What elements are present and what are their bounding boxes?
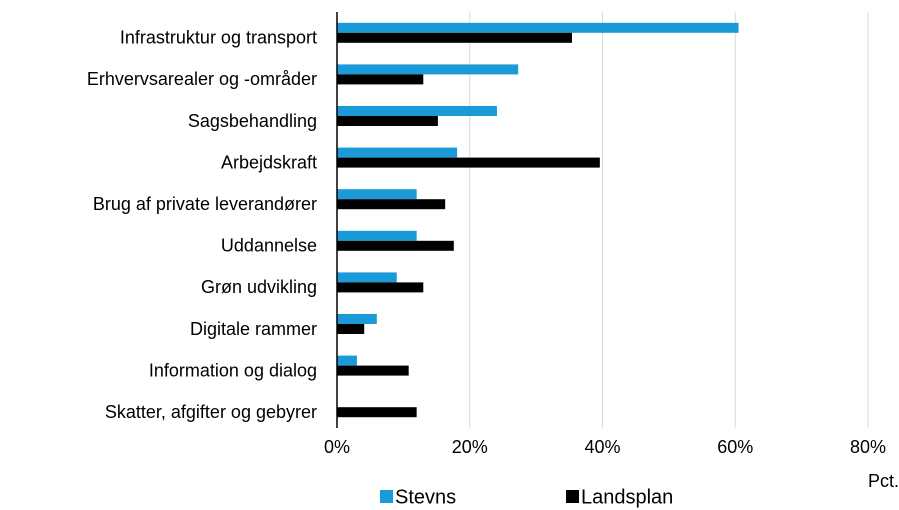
y-tick-label: Brug af private leverandører [93, 194, 317, 214]
bar [337, 272, 397, 283]
bar [337, 32, 572, 43]
bar [337, 314, 377, 324]
bar [337, 116, 438, 126]
bar [337, 22, 739, 33]
x-tick-label: 80% [850, 437, 886, 457]
y-tick-label: Information og dialog [149, 360, 317, 380]
x-tick-label: 20% [452, 437, 488, 457]
bar [337, 64, 519, 75]
y-tick-label: Uddannelse [221, 236, 317, 256]
bar [337, 199, 446, 210]
bar [337, 282, 424, 293]
bar [337, 407, 417, 418]
bar [337, 157, 600, 168]
bar [337, 74, 424, 85]
legend-label: Stevns [395, 486, 456, 508]
y-tick-label: Grøn udvikling [201, 277, 317, 297]
y-tick-label: Digitale rammer [190, 319, 317, 339]
y-tick-label: Skatter, afgifter og gebyrer [105, 402, 317, 422]
y-tick-label: Arbejdskraft [221, 152, 317, 172]
legend-label: Landsplan [581, 486, 673, 508]
bar [337, 324, 365, 334]
y-tick-label: Infrastruktur og transport [120, 28, 317, 48]
bar [337, 189, 417, 200]
x-tick-label: 40% [584, 437, 620, 457]
bar [337, 240, 454, 251]
x-tick-label: 0% [324, 437, 350, 457]
legend-swatch [566, 490, 579, 503]
legend-swatch [380, 490, 393, 503]
bar [337, 106, 497, 116]
bar [337, 230, 417, 241]
y-tick-label: Erhvervsarealer og -områder [87, 69, 317, 89]
bar [337, 355, 357, 366]
bar [337, 365, 409, 376]
y-tick-label: Sagsbehandling [188, 111, 317, 131]
x-tick-label: 60% [717, 437, 753, 457]
bar [337, 147, 458, 158]
x-axis-label: Pct. [868, 471, 899, 491]
